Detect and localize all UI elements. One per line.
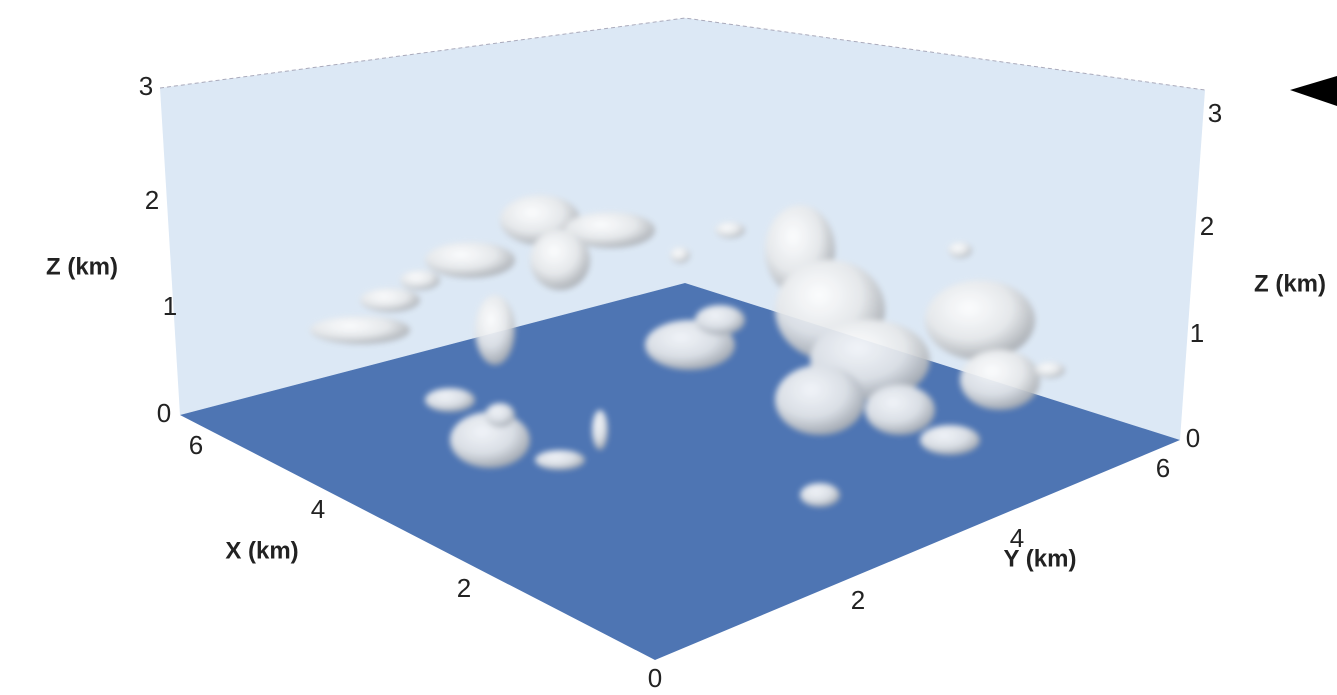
tick-label: 1	[163, 291, 177, 321]
tick-label: 0	[648, 663, 662, 693]
tick-label: 6	[189, 430, 203, 460]
axis-label: Z (km)	[1254, 270, 1326, 297]
axis-label: X (km)	[225, 537, 298, 564]
axis-label: Z (km)	[46, 253, 118, 280]
tick-label: 0	[157, 398, 171, 428]
tick-label: 6	[1156, 453, 1170, 483]
tick-label: 1	[1190, 318, 1204, 348]
tick-label: 2	[457, 573, 471, 603]
axis-label: Y (km)	[1004, 545, 1077, 572]
figure: 0123Z (km)0123Z (km)0246X (km)246Y (km)	[0, 0, 1337, 695]
tick-label: 2	[1200, 211, 1214, 241]
tick-label: 2	[145, 185, 159, 215]
arrow	[1290, 76, 1337, 106]
tick-label: 3	[139, 71, 153, 101]
tick-label: 0	[1186, 423, 1200, 453]
tick-label: 3	[1208, 98, 1222, 128]
tick-label: 2	[851, 585, 865, 615]
tick-label: 4	[311, 494, 325, 524]
